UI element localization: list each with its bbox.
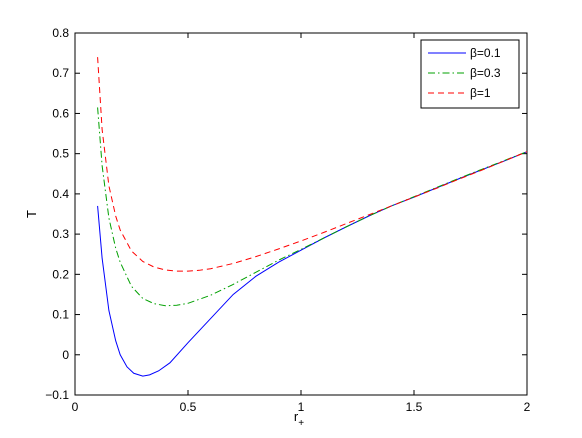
x-tick-label: 1 <box>298 400 305 414</box>
x-tick-label: 0 <box>72 400 79 414</box>
y-tick-label: 0.6 <box>52 106 69 120</box>
y-tick-label: 0.5 <box>52 147 69 161</box>
y-axis-label: T <box>24 210 39 218</box>
legend-label-3: β=1 <box>470 86 491 100</box>
y-tick-label: 0 <box>62 348 69 362</box>
series-layer <box>97 57 528 377</box>
y-tick-label: 0.3 <box>52 227 69 241</box>
y-tick-label: 0.8 <box>52 26 69 40</box>
x-tick-label: 2 <box>524 400 531 414</box>
y-tick-label: 0.1 <box>52 308 69 322</box>
series-line-2 <box>97 107 528 307</box>
legend-box <box>420 39 520 109</box>
series-line-3 <box>97 57 528 272</box>
y-tick-label: 0.7 <box>52 66 69 80</box>
tick-labels: 0 0.5 1 1.5 2−0.100.10.20.30.40.50.60.70.8 <box>45 26 530 414</box>
legend-label-1: β=0.1 <box>470 46 501 60</box>
legend: β=0.1 β=0.3 β=1 <box>420 39 520 109</box>
x-axis-label-subscript: + <box>298 418 304 429</box>
y-tick-label: 0.2 <box>52 267 69 281</box>
legend-label-2: β=0.3 <box>470 66 501 80</box>
y-tick-label: 0.4 <box>52 187 69 201</box>
x-axis-label: r+ <box>294 409 304 429</box>
x-tick-label: 0.5 <box>180 400 197 414</box>
x-axis-label-main: r <box>294 409 299 424</box>
y-tick-label: −0.1 <box>45 388 69 402</box>
x-tick-label: 1.5 <box>406 400 423 414</box>
axis-ticks <box>74 32 528 396</box>
